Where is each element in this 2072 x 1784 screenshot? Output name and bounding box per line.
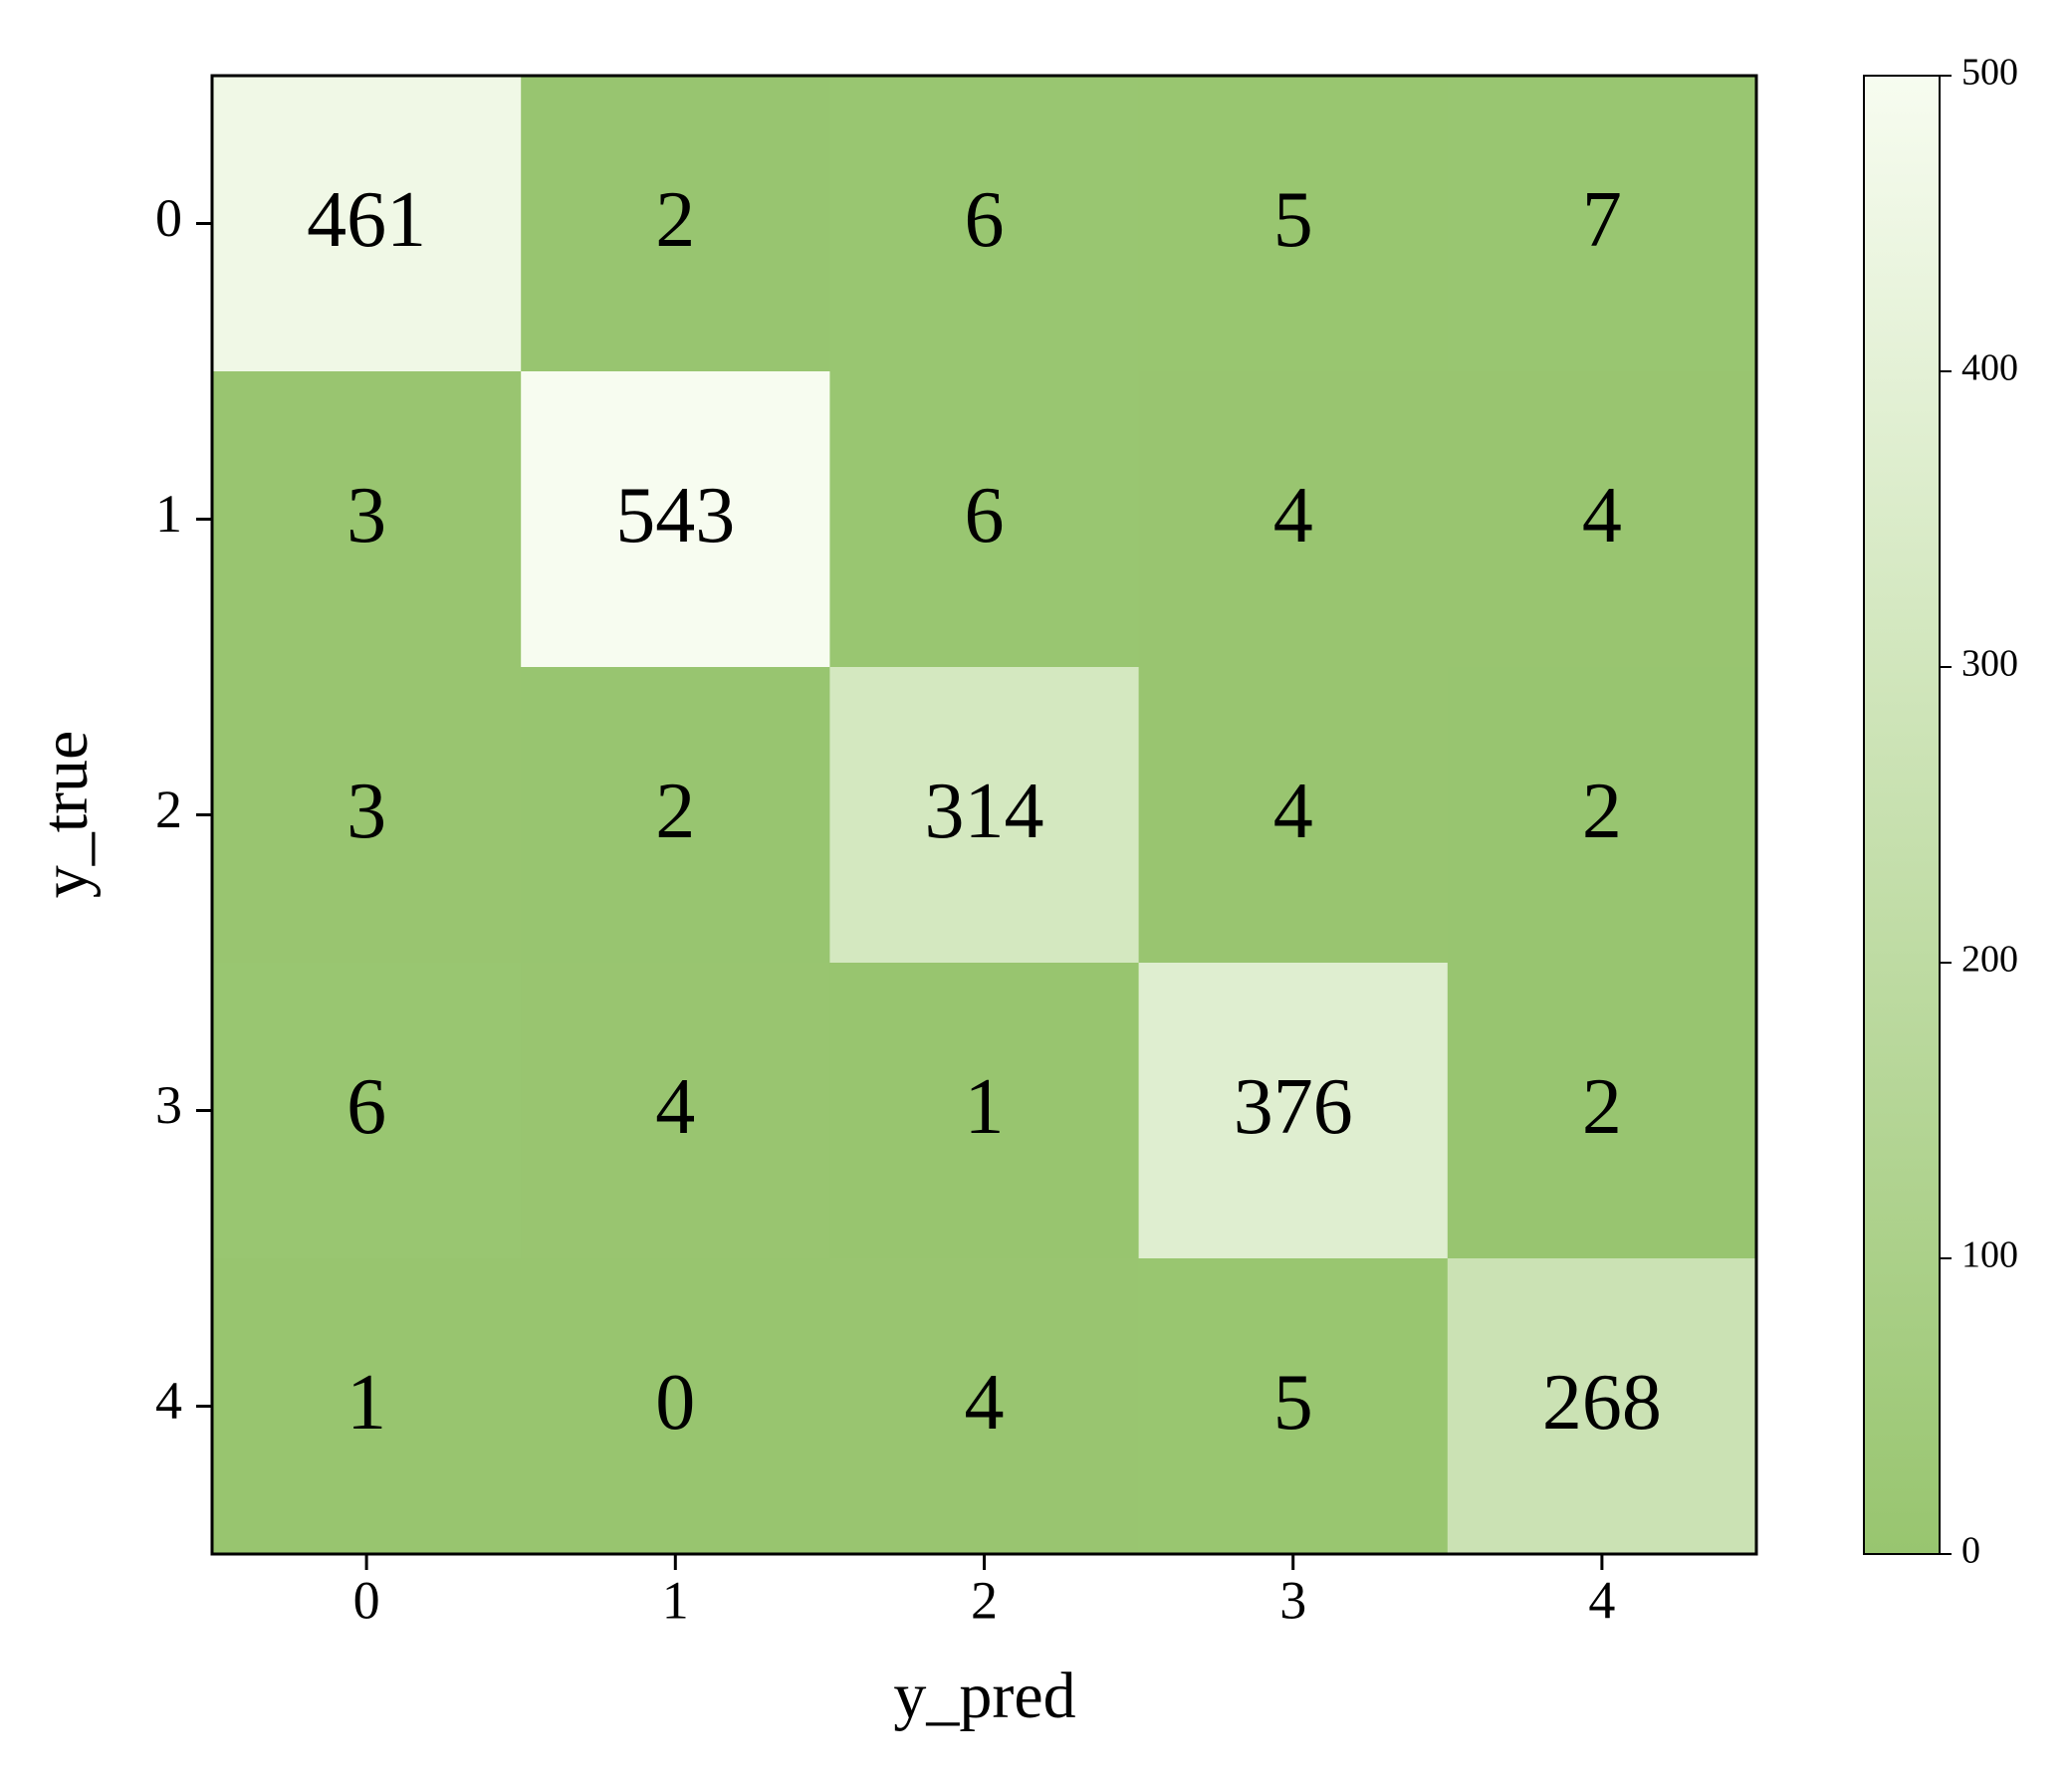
x-tick-label: 2	[971, 1570, 998, 1630]
x-tick-label: 1	[662, 1570, 689, 1630]
heatmap-cell	[1447, 667, 1757, 964]
cell-label: 268	[1542, 1359, 1662, 1447]
heatmap-cell	[1138, 963, 1449, 1259]
y-tick-label: 3	[155, 1075, 182, 1135]
cell-label: 6	[346, 1063, 386, 1151]
cell-label: 6	[965, 176, 1005, 264]
heatmap-cell	[829, 963, 1140, 1259]
colorbar-tick-label: 400	[1961, 347, 2018, 389]
colorbar-tick-label: 0	[1961, 1530, 1980, 1572]
cell-label: 2	[1582, 768, 1622, 855]
heatmap-cell	[1138, 667, 1449, 964]
cell-label: 4	[655, 1063, 695, 1151]
colorbar-tick-label: 500	[1961, 52, 2018, 94]
cell-label: 1	[965, 1063, 1005, 1151]
cell-label: 2	[655, 176, 695, 264]
cell-label: 4	[1582, 472, 1622, 559]
cell-label: 2	[655, 768, 695, 855]
colorbar-tick-label: 300	[1961, 643, 2018, 685]
heatmap-cell	[1447, 76, 1757, 372]
heatmap-cell	[212, 667, 522, 964]
heatmap-cell	[212, 963, 522, 1259]
cell-label: 314	[925, 768, 1044, 855]
cell-label: 461	[307, 176, 426, 264]
colorbar-tick-label: 100	[1961, 1234, 2018, 1276]
cell-label: 4	[965, 1359, 1005, 1447]
heatmap-cell	[829, 371, 1140, 668]
heatmap-cell	[212, 76, 522, 372]
heatmap-cell	[829, 1258, 1140, 1555]
heatmap-cell	[829, 667, 1140, 964]
y-axis-label: y_true	[29, 731, 102, 899]
cell-label: 0	[655, 1359, 695, 1447]
x-axis-label: y_pred	[893, 1660, 1075, 1732]
y-tick-label: 2	[155, 780, 182, 839]
cell-label: 543	[615, 472, 735, 559]
colorbar	[1863, 75, 1941, 1555]
cell-label: 1	[346, 1359, 386, 1447]
x-tick-label: 0	[353, 1570, 380, 1630]
y-tick-label: 0	[155, 188, 182, 248]
cell-label: 376	[1234, 1063, 1353, 1151]
heatmap-cell	[1138, 76, 1449, 372]
cell-label: 4	[1273, 768, 1313, 855]
heatmap-cell	[829, 76, 1140, 372]
heatmap-cell	[1447, 963, 1757, 1259]
cell-label: 5	[1273, 1359, 1313, 1447]
heatmap-cell	[521, 667, 830, 964]
heatmap-cell	[212, 371, 522, 668]
heatmap-cell	[521, 76, 830, 372]
heatmap-cell	[212, 1258, 522, 1555]
cell-label: 4	[1273, 472, 1313, 559]
cell-label: 5	[1273, 176, 1313, 264]
heatmap-cell	[1138, 1258, 1449, 1555]
cell-label: 3	[346, 472, 386, 559]
heatmap-cell	[1138, 371, 1449, 668]
x-tick-label: 4	[1588, 1570, 1615, 1630]
colorbar-tick-label: 200	[1961, 939, 2018, 981]
heatmap-cell	[521, 1258, 830, 1555]
heatmap-cell	[1447, 1258, 1757, 1555]
heatmap-cell	[521, 371, 830, 668]
heatmap-cell	[521, 963, 830, 1259]
heatmap-cell	[1447, 371, 1757, 668]
y-tick-label: 4	[155, 1371, 182, 1431]
cell-label: 7	[1582, 176, 1622, 264]
y-tick-label: 1	[155, 484, 182, 544]
cell-label: 2	[1582, 1063, 1622, 1151]
x-tick-label: 3	[1279, 1570, 1306, 1630]
cell-label: 3	[346, 768, 386, 855]
cell-label: 6	[965, 472, 1005, 559]
